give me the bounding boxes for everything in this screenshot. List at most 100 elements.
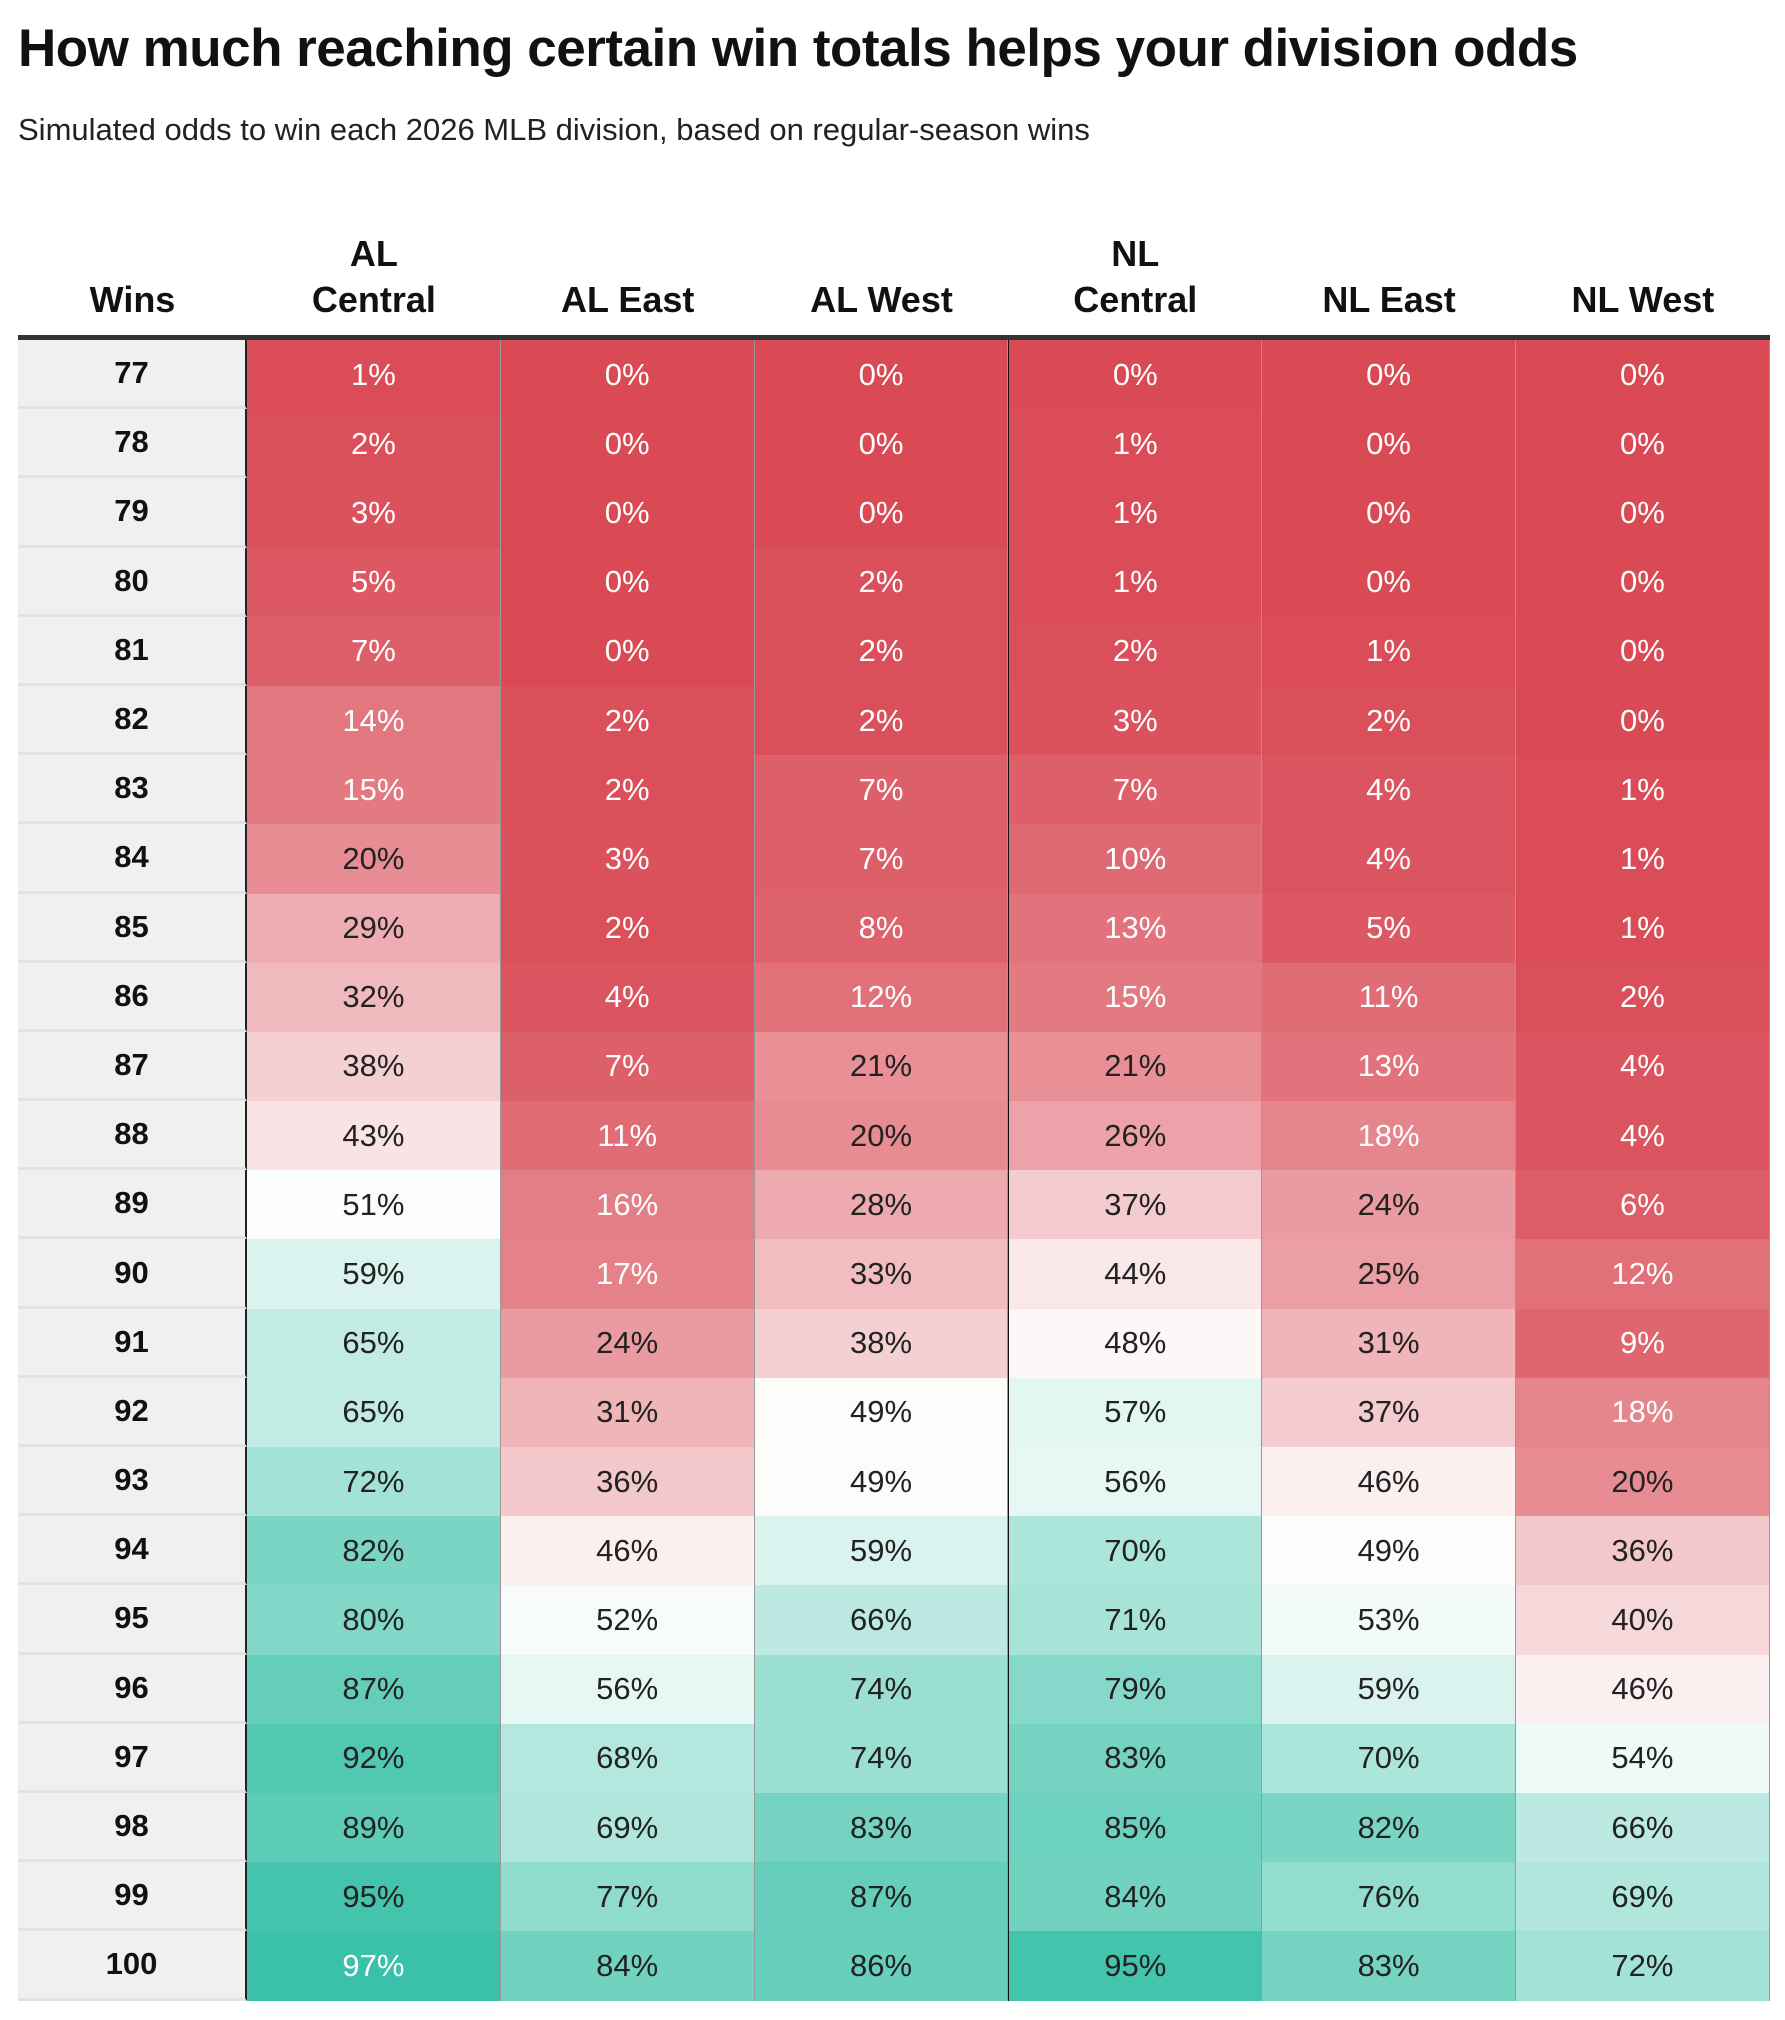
table-row: 90 59% 17% 33% 44% 25% 12% [18, 1239, 1770, 1309]
odds-cell: 0% [500, 340, 755, 410]
odds-cell: 3% [247, 478, 501, 548]
table-row: 98 89% 69% 83% 85% 82% 66% [18, 1792, 1770, 1863]
odds-cell: 76% [1262, 1862, 1516, 1932]
table-row: 80 5% 0% 2% 1% 0% 0% [18, 547, 1770, 617]
odds-cell: 70% [1008, 1516, 1263, 1586]
odds-cell: 6% [1515, 1170, 1770, 1240]
odds-table: Wins AL Central AL East AL West NL Central NL … [18, 215, 1770, 2001]
table-row: 89 51% 16% 28% 37% 24% 6% [18, 1170, 1770, 1240]
odds-cell: 66% [1515, 1792, 1770, 1863]
odds-cell: 69% [500, 1792, 755, 1863]
odds-cell: 0% [1262, 478, 1516, 548]
odds-cell: 1% [1008, 547, 1263, 617]
table-row: 93 72% 36% 49% 56% 46% 20% [18, 1447, 1770, 1517]
header-line2: AL East [561, 279, 695, 320]
odds-cell: 0% [1515, 616, 1770, 686]
odds-cell: 0% [1262, 340, 1516, 410]
odds-cell: 9% [1515, 1308, 1770, 1378]
odds-cell: 0% [754, 340, 1009, 410]
odds-cell: 46% [500, 1516, 755, 1586]
odds-cell: 0% [1515, 547, 1770, 617]
table-row: 78 2% 0% 0% 1% 0% 0% [18, 409, 1770, 479]
odds-cell: 2% [247, 409, 501, 479]
odds-cell: 72% [1515, 1931, 1770, 2001]
odds-cell: 83% [1262, 1931, 1516, 2001]
odds-cell: 2% [754, 616, 1009, 686]
odds-cell: 2% [754, 547, 1009, 617]
odds-cell: 0% [500, 547, 755, 617]
odds-cell: 87% [247, 1654, 501, 1724]
wins-cell: 78 [18, 409, 247, 479]
odds-cell: 82% [247, 1516, 501, 1586]
odds-cell: 59% [754, 1516, 1009, 1586]
odds-cell: 36% [500, 1447, 755, 1517]
wins-cell: 80 [18, 547, 247, 617]
odds-cell: 7% [754, 824, 1009, 894]
odds-cell: 74% [754, 1723, 1009, 1793]
odds-cell: 0% [500, 409, 755, 479]
odds-cell: 18% [1262, 1101, 1516, 1171]
table-row: 77 1% 0% 0% 0% 0% 0% [18, 340, 1770, 410]
header-division: NL East [1262, 215, 1516, 335]
odds-cell: 0% [1515, 685, 1770, 756]
odds-cell: 1% [1515, 755, 1770, 825]
wins-cell: 79 [18, 478, 247, 548]
wins-cell: 82 [18, 685, 247, 756]
odds-cell: 33% [754, 1239, 1009, 1309]
odds-cell: 12% [754, 962, 1009, 1032]
table-row: 79 3% 0% 0% 1% 0% 0% [18, 478, 1770, 548]
odds-cell: 95% [247, 1862, 501, 1932]
wins-cell: 85 [18, 893, 247, 963]
odds-cell: 0% [754, 409, 1009, 479]
odds-cell: 2% [1515, 962, 1770, 1032]
odds-cell: 5% [1262, 893, 1516, 963]
odds-cell: 85% [1008, 1792, 1263, 1863]
odds-cell: 74% [754, 1654, 1009, 1724]
wins-cell: 98 [18, 1792, 247, 1863]
header-line2: NL West [1571, 279, 1715, 320]
table-row: 91 65% 24% 38% 48% 31% 9% [18, 1308, 1770, 1378]
odds-cell: 11% [1262, 962, 1516, 1032]
odds-cell: 72% [247, 1447, 501, 1517]
odds-cell: 1% [247, 340, 501, 410]
odds-cell: 0% [1515, 340, 1770, 410]
wins-cell: 83 [18, 755, 247, 825]
header-division: AL West [755, 215, 1009, 335]
wins-cell: 94 [18, 1516, 247, 1586]
table-row: 92 65% 31% 49% 57% 37% 18% [18, 1377, 1770, 1447]
header-division: AL East [501, 215, 755, 335]
odds-cell: 17% [500, 1239, 755, 1309]
wins-cell: 97 [18, 1723, 247, 1793]
odds-cell: 56% [500, 1654, 755, 1724]
wins-cell: 91 [18, 1308, 247, 1378]
odds-cell: 38% [754, 1308, 1009, 1378]
odds-cell: 1% [1008, 409, 1263, 479]
odds-cell: 31% [1262, 1308, 1516, 1378]
odds-cell: 3% [500, 824, 755, 894]
odds-cell: 97% [247, 1931, 501, 2001]
table-row: 99 95% 77% 87% 84% 76% 69% [18, 1862, 1770, 1932]
odds-cell: 89% [247, 1792, 501, 1863]
odds-cell: 2% [500, 685, 755, 756]
odds-cell: 11% [500, 1101, 755, 1171]
table-row: 88 43% 11% 20% 26% 18% 4% [18, 1101, 1770, 1171]
odds-cell: 15% [1008, 962, 1263, 1032]
odds-cell: 5% [247, 547, 501, 617]
odds-cell: 86% [754, 1931, 1009, 2001]
header-wins: Wins [89, 279, 176, 320]
header-line2: Central [1073, 279, 1198, 320]
table-row: 95 80% 52% 66% 71% 53% 40% [18, 1585, 1770, 1655]
odds-cell: 24% [1262, 1170, 1516, 1240]
odds-cell: 1% [1515, 824, 1770, 894]
header-division: NL West [1516, 215, 1770, 335]
wins-cell: 95 [18, 1585, 247, 1655]
odds-cell: 20% [1515, 1447, 1770, 1517]
odds-cell: 20% [247, 824, 501, 894]
odds-cell: 57% [1008, 1377, 1263, 1447]
odds-cell: 92% [247, 1723, 501, 1793]
odds-cell: 7% [1008, 755, 1263, 825]
odds-cell: 65% [247, 1377, 501, 1447]
odds-cell: 52% [500, 1585, 755, 1655]
chart-title: How much reaching certain win totals hel… [18, 19, 1578, 78]
odds-cell: 7% [754, 755, 1009, 825]
